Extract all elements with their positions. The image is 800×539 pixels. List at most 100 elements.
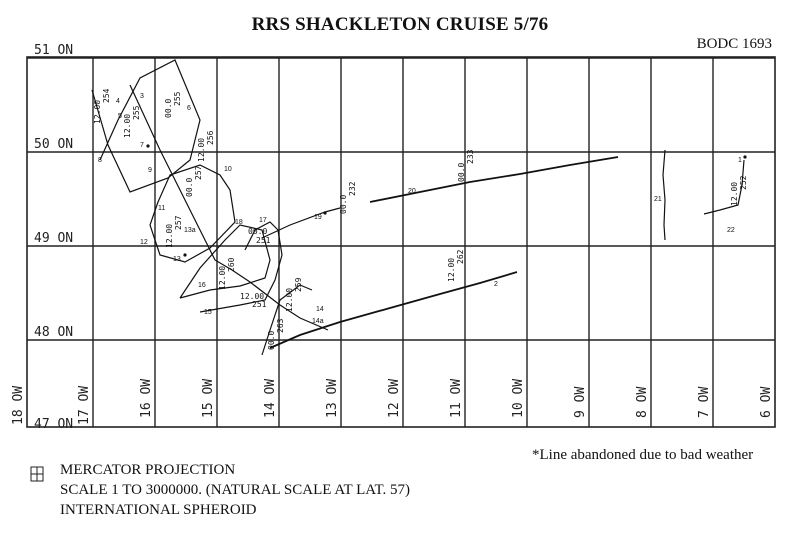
station-label-4: 4 <box>116 98 120 105</box>
time-label-28: 260 <box>227 257 236 272</box>
track-line-20 <box>369 156 619 203</box>
station-label-8: 8 <box>98 157 102 164</box>
lon-label-9: 9 OW <box>573 387 588 418</box>
lon-label-7: 7 OW <box>697 387 712 418</box>
latitude-grid <box>27 57 775 341</box>
track-box-north <box>91 59 201 193</box>
time-label-26: 251 <box>252 300 267 309</box>
station-label-11: 11 <box>158 205 165 212</box>
time-label-24: 233 <box>466 149 475 164</box>
time-label-16: 259 <box>294 277 303 292</box>
station-label-6: 6 <box>187 105 191 112</box>
station-label-17: 17 <box>259 217 267 224</box>
time-label-3: 00.0 <box>164 99 173 118</box>
station-label-14a: 14a <box>312 318 324 325</box>
lon-label-10: 10 OW <box>511 379 526 418</box>
station-label-19: 19 <box>314 214 322 221</box>
lon-label-16: 16 OW <box>139 379 154 418</box>
station-label-10: 10 <box>224 166 232 173</box>
station-label-14: 14 <box>316 306 324 313</box>
time-label-6: 255 <box>132 105 141 120</box>
map-title: RRS SHACKLETON CRUISE 5/76 <box>251 14 549 35</box>
station-dot-1 <box>743 155 747 159</box>
lon-label-12: 12 OW <box>387 379 402 418</box>
longitude-labels: 18 OW 17 OW 16 OW 15 OW 14 OW 13 OW 12 O… <box>11 379 774 425</box>
lon-label-17: 17 OW <box>77 386 92 425</box>
track-southwest-leg <box>261 284 313 356</box>
station-label-12: 12 <box>140 239 148 246</box>
lon-label-11: 11 OW <box>449 379 464 418</box>
lat-label-47: 47 ON <box>34 417 73 432</box>
lon-label-13: 13 OW <box>325 379 340 418</box>
station-label-20: 20 <box>408 188 416 195</box>
time-label-15: 12.00 <box>285 288 294 312</box>
time-label-23: 00.0 <box>457 163 466 182</box>
station-label-22: 22 <box>727 227 735 234</box>
time-label-27: 12.00 <box>218 266 227 290</box>
station-label-9: 9 <box>148 167 152 174</box>
time-label-1: 12.00 <box>93 100 102 124</box>
track-box-middle <box>149 164 236 263</box>
time-label-19: 00.0 <box>267 331 276 350</box>
track-loop-east <box>199 221 283 313</box>
longitude-grid <box>92 57 714 427</box>
footnote: *Line abandoned due to bad weather <box>532 447 754 463</box>
projection-line-1: MERCATOR PROJECTION <box>60 462 236 478</box>
time-label-18: 262 <box>456 249 465 264</box>
time-label-13: 00.0 <box>248 227 267 236</box>
time-label-11: 12.00 <box>165 224 174 248</box>
lat-label-48: 48 ON <box>34 325 73 340</box>
track-time-labels: 12.00 254 00.0 255 12.00 255 12.00 256 0… <box>93 88 748 350</box>
track-box-south <box>179 224 271 299</box>
time-label-14: 251 <box>256 236 271 245</box>
station-label-3: 3 <box>140 93 144 100</box>
projection-line-3: INTERNATIONAL SPHEROID <box>60 502 257 518</box>
track-station-19 <box>261 207 341 239</box>
station-label-7: 7 <box>140 142 144 149</box>
time-label-12: 257 <box>174 215 183 230</box>
time-label-8: 256 <box>206 130 215 145</box>
time-label-17: 12.00 <box>447 258 456 282</box>
time-label-22: 232 <box>348 181 357 196</box>
station-label-5: 5 <box>118 113 122 120</box>
time-label-30: 252 <box>739 175 748 190</box>
lon-label-6: 6 OW <box>759 387 774 418</box>
lat-label-50: 50 ON <box>34 137 73 152</box>
lat-label-51: 51 ON <box>34 43 73 58</box>
projection-line-2: SCALE 1 TO 3000000. (NATURAL SCALE AT LA… <box>60 482 411 498</box>
station-label-13a: 13a <box>184 227 196 234</box>
station-dot-19 <box>323 211 327 215</box>
time-label-7: 12.00 <box>197 138 206 162</box>
lon-label-15: 15 OW <box>201 379 216 418</box>
station-label-1: 1 <box>738 157 742 164</box>
station-label-16: 16 <box>198 282 206 289</box>
station-dot-13 <box>183 253 187 257</box>
time-label-20: 263 <box>276 318 285 333</box>
station-dot-7 <box>146 144 150 148</box>
time-label-29: 12.00 <box>730 182 739 206</box>
lat-label-49: 49 ON <box>34 231 73 246</box>
time-label-10: 257 <box>194 165 203 180</box>
time-label-9: 00.0 <box>185 178 194 197</box>
station-labels: 1 2 3 4 5 6 7 8 9 10 11 12 13 13a 14 14a… <box>98 93 742 325</box>
station-markers <box>146 144 747 257</box>
reference-code: BODC 1693 <box>696 36 772 52</box>
station-label-15: 15 <box>204 309 212 316</box>
map-frame <box>26 56 776 428</box>
station-label-18: 18 <box>235 219 243 226</box>
track-line-21 <box>662 149 666 241</box>
time-label-4: 255 <box>173 91 182 106</box>
projection-icon <box>30 466 44 482</box>
lon-label-14: 14 OW <box>263 379 278 418</box>
station-label-21: 21 <box>654 196 662 203</box>
track-crossing <box>129 84 329 331</box>
lon-label-8: 8 OW <box>635 387 650 418</box>
projection-notes: MERCATOR PROJECTION SCALE 1 TO 3000000. … <box>60 460 410 520</box>
lon-label-18: 18 OW <box>11 386 26 425</box>
time-label-2: 254 <box>102 88 111 103</box>
station-label-13: 13 <box>173 256 181 263</box>
time-label-25: 12.00 <box>240 292 264 301</box>
time-label-21: 00.0 <box>339 195 348 214</box>
ship-tracks <box>91 59 745 356</box>
